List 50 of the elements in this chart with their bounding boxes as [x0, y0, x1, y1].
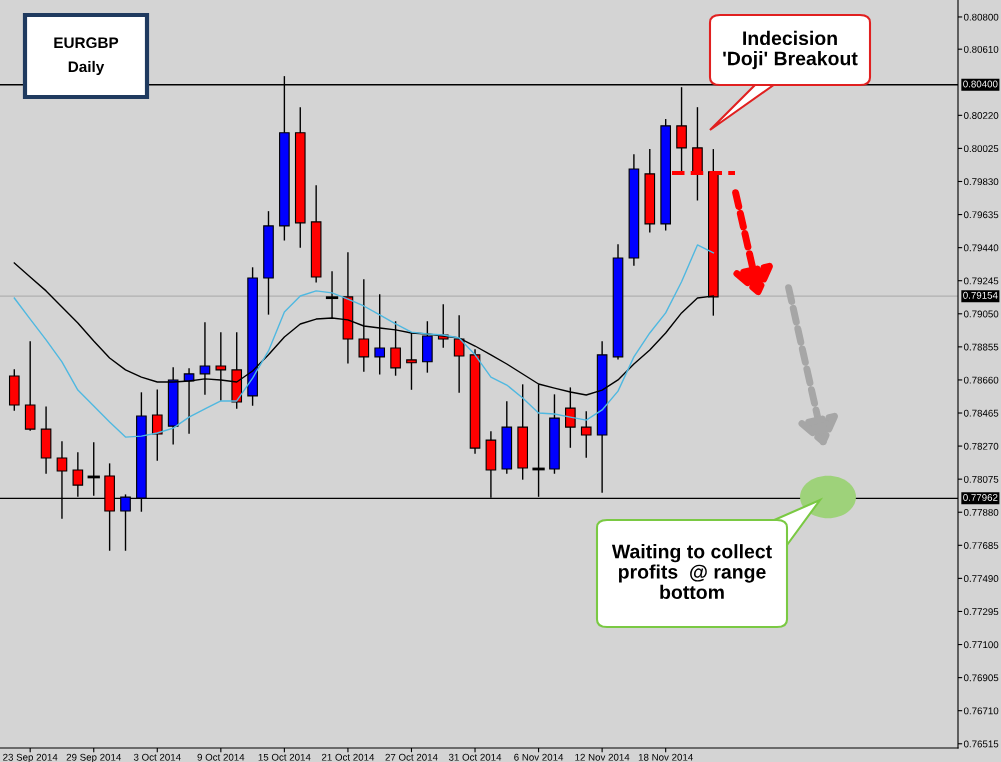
y-tick-label: 0.80220 — [963, 112, 999, 119]
x-tick-label: 21 Oct 2014 — [321, 753, 375, 761]
x-tick-label: 29 Sep 2014 — [66, 753, 122, 762]
x-tick-label: 3 Oct 2014 — [133, 753, 181, 761]
y-tick-label: 0.78075 — [963, 475, 999, 483]
y-tick-label: 0.77880 — [963, 508, 999, 516]
candlestick — [453, 315, 465, 393]
x-tick-label: 9 Oct 2014 — [197, 753, 245, 761]
text: Indecision 'Doji' Breakout — [723, 30, 858, 70]
candlestick — [87, 442, 100, 496]
y-tick-label: 0.80025 — [963, 145, 999, 153]
candlestick — [151, 389, 163, 461]
ref-line-label: 0.79154 — [963, 291, 998, 299]
y-tick-label: 0.78465 — [963, 409, 999, 417]
annotation: Waiting to collect profits @ range bottom — [611, 544, 772, 600]
candlestick — [358, 279, 370, 372]
text: EURGBP — [54, 37, 119, 49]
line-series — [13, 244, 715, 438]
y-tick-label: 0.77295 — [963, 608, 999, 616]
y-tick-label: 0.79440 — [963, 244, 999, 252]
y-tick-label: 0.79050 — [963, 310, 999, 318]
x-tick-label: 31 Oct 2014 — [448, 753, 502, 761]
x-tick-label: 18 Nov 2014 — [638, 753, 693, 761]
candlestick — [390, 321, 401, 376]
y-tick-label: 0.80610 — [963, 45, 999, 53]
x-tick-label: 12 Nov 2014 — [575, 753, 630, 761]
y-tick-label: 0.79245 — [963, 277, 999, 285]
y-tick-label: 0.77490 — [963, 575, 999, 582]
ref-line-label: 0.77962 — [963, 494, 998, 501]
y-tick-label: 0.77100 — [963, 641, 999, 649]
x-tick-label: 27 Oct 2014 — [385, 753, 438, 761]
y-tick-label: 0.77685 — [963, 542, 999, 549]
candlestick — [580, 411, 592, 458]
y-tick-label: 0.76905 — [963, 674, 999, 682]
y-tick-label: 0.78270 — [963, 442, 999, 450]
y-tick-label: 0.79635 — [963, 211, 999, 219]
x-tick-label: 6 Nov 2014 — [514, 753, 564, 761]
y-tick-label: 0.76710 — [963, 707, 999, 715]
x-tick-label: 15 Oct 2014 — [258, 753, 311, 761]
text: Daily — [68, 60, 105, 76]
y-tick-label: 0.78660 — [963, 376, 999, 384]
y-tick-label: 0.76515 — [963, 740, 999, 748]
ref-line-label: 0.80400 — [963, 80, 998, 88]
candlestick — [406, 332, 417, 390]
candlestick — [325, 271, 339, 319]
y-tick-label: 0.79830 — [963, 178, 999, 186]
y-tick-label: 0.80800 — [963, 13, 999, 21]
x-tick-label: 23 Sep 2014 — [3, 753, 58, 762]
y-tick-label: 0.78855 — [963, 343, 999, 351]
candlestick — [374, 294, 386, 375]
